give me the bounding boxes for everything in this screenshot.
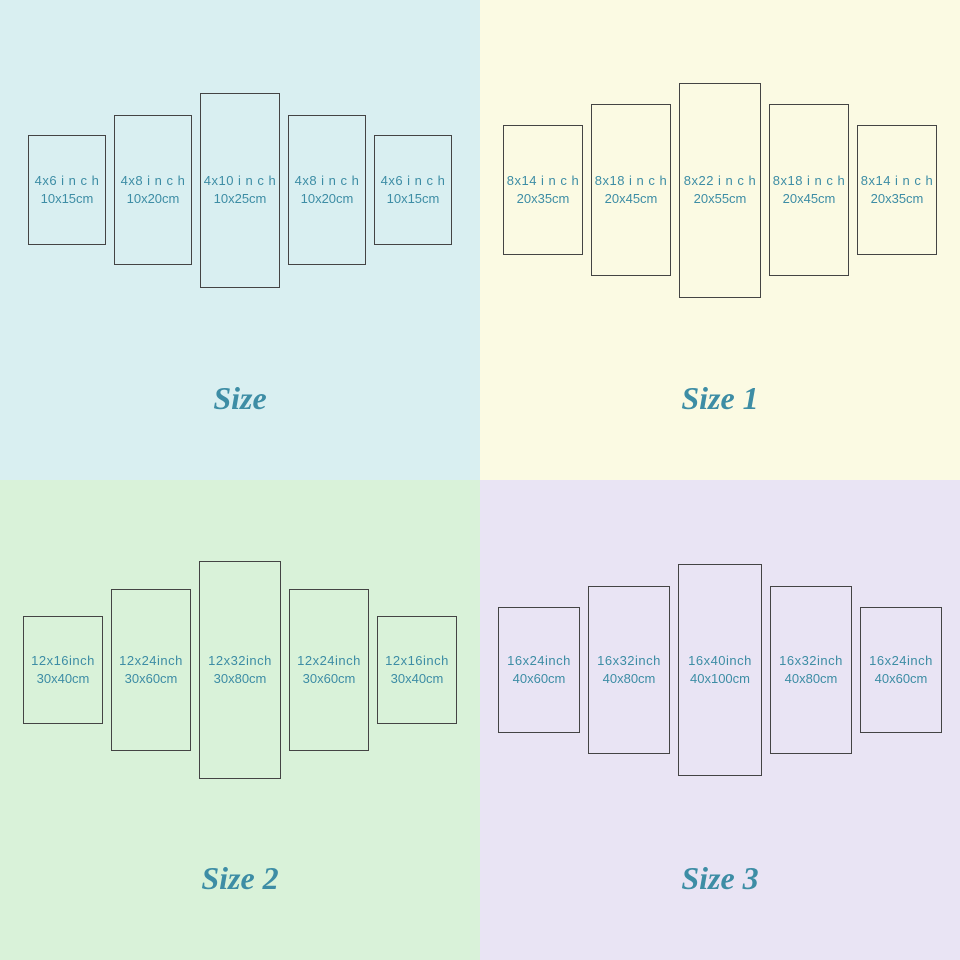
panel: 4x8 i n c h10x20cm [288,115,366,265]
dim-inch: 12x24inch [297,652,361,670]
panel-dims: 16x24inch40x60cm [869,652,933,688]
dim-inch: 8x18 i n c h [773,172,846,190]
dim-inch: 4x6 i n c h [381,172,446,190]
dim-inch: 16x24inch [869,652,933,670]
panel-dims: 8x18 i n c h20x45cm [773,172,846,208]
panel-dims: 12x32inch30x80cm [208,652,272,688]
dim-inch: 4x8 i n c h [295,172,360,190]
dim-cm: 20x35cm [507,190,580,208]
panel: 4x6 i n c h10x15cm [374,135,452,245]
panel-dims: 16x32inch40x80cm [779,652,843,688]
dim-inch: 16x32inch [597,652,661,670]
panel: 16x24inch40x60cm [498,607,580,733]
dim-inch: 8x18 i n c h [595,172,668,190]
quadrant-title: Size [213,380,266,417]
panel: 4x6 i n c h10x15cm [28,135,106,245]
panel-dims: 4x8 i n c h10x20cm [121,172,186,208]
dim-inch: 12x32inch [208,652,272,670]
panel-dims: 4x6 i n c h10x15cm [35,172,100,208]
panel-dims: 4x6 i n c h10x15cm [381,172,446,208]
dim-inch: 12x16inch [31,652,95,670]
dim-inch: 12x16inch [385,652,449,670]
panel: 16x24inch40x60cm [860,607,942,733]
dim-cm: 10x15cm [381,190,446,208]
dim-cm: 30x40cm [31,670,95,688]
dim-inch: 8x14 i n c h [507,172,580,190]
panel-dims: 16x40inch40x100cm [688,652,752,688]
quadrant-title: Size 1 [681,380,758,417]
panel: 8x14 i n c h20x35cm [857,125,937,255]
size-chart-grid: 4x6 i n c h10x15cm 4x8 i n c h10x20cm 4x… [0,0,960,960]
dim-cm: 20x45cm [595,190,668,208]
panel-dims: 12x24inch30x60cm [297,652,361,688]
dim-cm: 30x80cm [208,670,272,688]
dim-cm: 40x80cm [779,670,843,688]
dim-cm: 10x20cm [121,190,186,208]
panel: 12x32inch30x80cm [199,561,281,779]
panel: 8x22 i n c h20x55cm [679,83,761,298]
quadrant-title: Size 3 [681,860,758,897]
panel: 12x24inch30x60cm [289,589,369,751]
dim-inch: 16x24inch [507,652,571,670]
quadrant-size-1: 8x14 i n c h20x35cm 8x18 i n c h20x45cm … [480,0,960,480]
panel: 16x40inch40x100cm [678,564,762,776]
panel: 12x16inch30x40cm [377,616,457,724]
panels-row: 16x24inch40x60cm 16x32inch40x80cm 16x40i… [498,530,942,810]
dim-cm: 40x100cm [688,670,752,688]
quadrant-title: Size 2 [201,860,278,897]
dim-cm: 30x60cm [297,670,361,688]
dim-cm: 20x55cm [684,190,757,208]
dim-cm: 20x35cm [861,190,934,208]
dim-inch: 16x40inch [688,652,752,670]
panel: 4x8 i n c h10x20cm [114,115,192,265]
panel-dims: 16x24inch40x60cm [507,652,571,688]
dim-cm: 30x40cm [385,670,449,688]
quadrant-size-0: 4x6 i n c h10x15cm 4x8 i n c h10x20cm 4x… [0,0,480,480]
dim-inch: 4x6 i n c h [35,172,100,190]
panel: 16x32inch40x80cm [770,586,852,754]
panel-dims: 12x16inch30x40cm [31,652,95,688]
panel-dims: 8x14 i n c h20x35cm [861,172,934,208]
dim-cm: 40x60cm [869,670,933,688]
panels-row: 12x16inch30x40cm 12x24inch30x60cm 12x32i… [23,530,457,810]
quadrant-size-3: 16x24inch40x60cm 16x32inch40x80cm 16x40i… [480,480,960,960]
dim-inch: 12x24inch [119,652,183,670]
quadrant-size-2: 12x16inch30x40cm 12x24inch30x60cm 12x32i… [0,480,480,960]
dim-inch: 8x22 i n c h [684,172,757,190]
dim-cm: 10x20cm [295,190,360,208]
panel-dims: 8x22 i n c h20x55cm [684,172,757,208]
panel: 8x18 i n c h20x45cm [769,104,849,276]
dim-inch: 4x10 i n c h [204,172,277,190]
panel: 12x24inch30x60cm [111,589,191,751]
panel-dims: 8x18 i n c h20x45cm [595,172,668,208]
panel-dims: 16x32inch40x80cm [597,652,661,688]
panel: 16x32inch40x80cm [588,586,670,754]
panel-dims: 4x10 i n c h10x25cm [204,172,277,208]
panels-row: 4x6 i n c h10x15cm 4x8 i n c h10x20cm 4x… [28,50,452,330]
dim-inch: 4x8 i n c h [121,172,186,190]
panel-dims: 12x24inch30x60cm [119,652,183,688]
dim-cm: 10x15cm [35,190,100,208]
panels-row: 8x14 i n c h20x35cm 8x18 i n c h20x45cm … [503,50,937,330]
dim-cm: 40x60cm [507,670,571,688]
panel-dims: 4x8 i n c h10x20cm [295,172,360,208]
dim-inch: 8x14 i n c h [861,172,934,190]
dim-inch: 16x32inch [779,652,843,670]
panel: 12x16inch30x40cm [23,616,103,724]
dim-cm: 30x60cm [119,670,183,688]
dim-cm: 10x25cm [204,190,277,208]
panel-dims: 12x16inch30x40cm [385,652,449,688]
panel: 8x14 i n c h20x35cm [503,125,583,255]
panel-dims: 8x14 i n c h20x35cm [507,172,580,208]
panel: 4x10 i n c h10x25cm [200,93,280,288]
dim-cm: 40x80cm [597,670,661,688]
dim-cm: 20x45cm [773,190,846,208]
panel: 8x18 i n c h20x45cm [591,104,671,276]
